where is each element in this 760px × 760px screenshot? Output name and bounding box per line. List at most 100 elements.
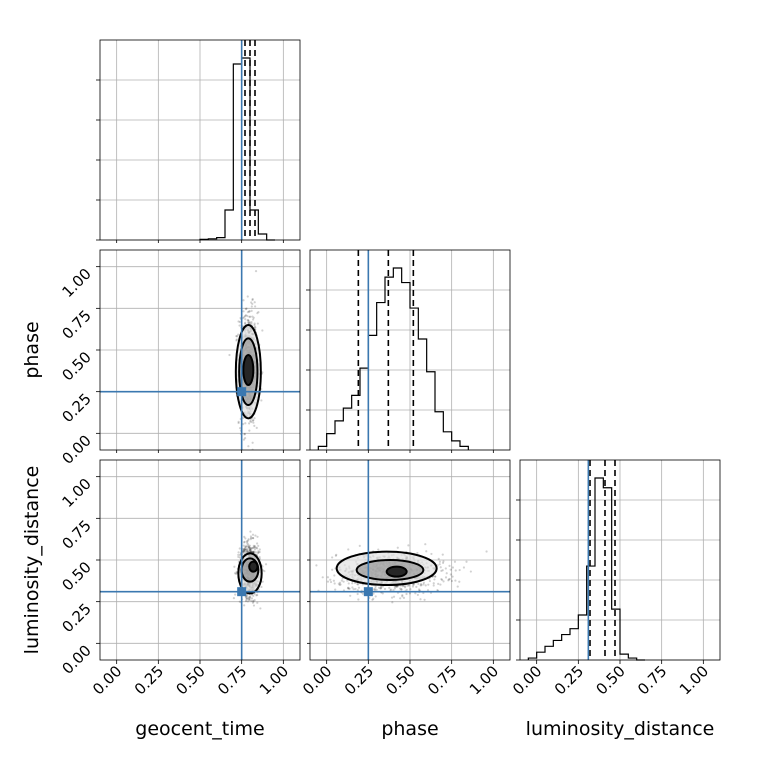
joint-geocent_time-vs-luminosity_distance-sample-point <box>249 546 252 550</box>
joint-geocent_time-vs-luminosity_distance-sample-point <box>247 543 250 546</box>
joint-phase-vs-luminosity_distance-sample-point <box>438 560 441 563</box>
joint-phase-vs-luminosity_distance-sample-point <box>381 592 384 595</box>
joint-geocent_time-vs-phase-sample-point <box>253 424 256 427</box>
joint-geocent_time-vs-luminosity_distance-sample-point <box>247 539 250 542</box>
joint-phase-vs-luminosity_distance-sample-point <box>401 595 404 598</box>
joint-phase-vs-luminosity_distance-sample-point <box>442 580 445 583</box>
joint-geocent_time-vs-luminosity_distance-sample-point <box>247 597 251 600</box>
joint-geocent_time-vs-luminosity_distance-sample-point <box>232 597 236 600</box>
joint-geocent_time-vs-luminosity_distance-sample-point <box>245 541 249 544</box>
joint-geocent_time-vs-phase-contour-2 <box>234 324 262 420</box>
joint-geocent_time-vs-luminosity_distance-sample-point <box>244 537 247 540</box>
joint-geocent_time-vs-luminosity_distance-sample-point <box>245 598 248 601</box>
joint-phase-vs-luminosity_distance-sample-point <box>358 544 361 547</box>
joint-phase-vs-luminosity_distance-sample-point <box>456 585 459 588</box>
joint-geocent_time-vs-phase-sample-point <box>243 432 246 436</box>
joint-phase-vs-luminosity_distance-sample-point <box>441 569 444 572</box>
joint-geocent_time-vs-phase-sample-point <box>254 305 257 308</box>
joint-phase-vs-luminosity_distance-sample-point <box>340 579 343 582</box>
joint-geocent_time-vs-luminosity_distance-sample-point <box>253 546 256 549</box>
joint-geocent_time-vs-phase-sample-point <box>237 320 240 323</box>
joint-phase-vs-luminosity_distance-sample-point <box>371 598 374 601</box>
joint-phase-vs-luminosity_distance-sample-point <box>393 587 396 590</box>
joint-geocent_time-vs-luminosity_distance-sample-point <box>247 545 250 548</box>
joint-geocent_time-vs-luminosity_distance-sample-point <box>248 546 251 549</box>
joint-geocent_time-vs-phase-sample-point <box>246 311 250 314</box>
joint-geocent_time-vs-luminosity_distance-sample-point <box>243 540 246 543</box>
joint-phase-vs-luminosity_distance-sample-point <box>326 580 330 583</box>
joint-geocent_time-vs-luminosity_distance-sample-point <box>246 545 249 548</box>
ytick-label-phase-0: 0.00 <box>58 431 94 467</box>
joint-geocent_time-vs-phase-sample-point <box>254 452 256 454</box>
joint-geocent_time-vs-luminosity_distance-sample-point <box>235 572 238 576</box>
joint-geocent_time-vs-phase-sample-point <box>237 420 240 423</box>
joint-geocent_time-vs-luminosity_distance-sample-point <box>256 535 259 538</box>
joint-phase-vs-luminosity_distance-sample-point <box>342 580 345 583</box>
joint-geocent_time-vs-luminosity_distance-sample-point <box>248 598 251 601</box>
joint-geocent_time-vs-luminosity_distance-sample-point <box>242 549 245 552</box>
joint-phase-vs-luminosity_distance-sample-point <box>447 579 450 582</box>
joint-phase-vs-luminosity_distance-sample-point <box>326 576 330 579</box>
joint-phase-vs-luminosity_distance-sample-point <box>433 578 436 581</box>
joint-phase-vs-luminosity_distance-sample-point <box>416 551 419 555</box>
joint-phase-vs-luminosity_distance-sample-point <box>426 589 430 592</box>
marginal-phase <box>306 249 511 451</box>
joint-geocent_time-vs-luminosity_distance-sample-point <box>256 593 259 597</box>
joint-phase-vs-luminosity_distance-sample-point <box>396 546 399 549</box>
joint-geocent_time-vs-luminosity_distance-sample-point <box>246 547 249 551</box>
joint-geocent_time-vs-luminosity_distance-sample-point <box>253 599 256 602</box>
joint-geocent_time-vs-phase-sample-point <box>246 319 249 322</box>
joint-geocent_time-vs-luminosity_distance-sample-point <box>255 546 258 549</box>
joint-geocent_time-vs-phase-sample-point <box>253 324 256 327</box>
joint-phase-vs-luminosity_distance-sample-point <box>348 587 351 590</box>
joint-phase-vs-luminosity_distance-sample-point <box>347 587 350 590</box>
joint-geocent_time-vs-phase-sample-point <box>248 429 251 432</box>
joint-geocent_time-vs-luminosity_distance-sample-point <box>238 556 242 559</box>
xtick-label-phase-2: 0.50 <box>382 662 418 698</box>
joint-geocent_time-vs-phase-sample-point <box>235 338 238 341</box>
joint-phase-vs-luminosity_distance-sample-point <box>374 587 377 590</box>
joint-geocent_time-vs-luminosity_distance-sample-point <box>242 547 245 550</box>
joint-geocent_time-vs-luminosity_distance-plot-area <box>100 460 300 660</box>
joint-phase-vs-luminosity_distance-sample-point <box>403 586 407 589</box>
joint-geocent_time-vs-luminosity_distance-sample-point <box>237 555 240 559</box>
joint-geocent_time-vs-luminosity_distance-sample-point <box>245 544 248 547</box>
joint-geocent_time-vs-luminosity_distance-sample-point <box>243 604 246 607</box>
xtick-label-geocent_time-2: 0.50 <box>172 662 208 698</box>
joint-phase-vs-luminosity_distance-sample-point <box>454 579 457 582</box>
joint-geocent_time-vs-phase-sample-point <box>250 321 253 324</box>
joint-geocent_time-vs-luminosity_distance-sample-point <box>247 538 250 541</box>
joint-geocent_time-vs-luminosity_distance-sample-point <box>242 549 245 553</box>
joint-geocent_time-vs-phase-sample-point <box>244 437 247 440</box>
joint-geocent_time-vs-luminosity_distance-sample-point <box>258 555 261 559</box>
joint-geocent_time-vs-phase-sample-point <box>242 310 245 313</box>
joint-phase-vs-luminosity_distance-sample-point <box>458 568 461 572</box>
joint-phase-vs-luminosity_distance-sample-point <box>439 583 442 586</box>
joint-geocent_time-vs-luminosity_distance-sample-point <box>263 570 266 573</box>
joint-phase-vs-luminosity_distance-sample-point <box>408 592 412 595</box>
joint-phase-vs-luminosity_distance-sample-point <box>389 589 392 592</box>
joint-geocent_time-vs-phase-sample-point <box>242 299 245 302</box>
joint-geocent_time-vs-phase-sample-point <box>252 419 255 422</box>
joint-phase-vs-luminosity_distance-sample-point <box>392 595 396 598</box>
joint-geocent_time-vs-phase-sample-point <box>244 308 248 311</box>
joint-geocent_time-vs-luminosity_distance-sample-point <box>245 539 249 543</box>
joint-phase-vs-luminosity_distance-sample-point <box>374 585 377 588</box>
joint-phase-vs-luminosity_distance-sample-point <box>333 574 336 577</box>
joint-geocent_time-vs-luminosity_distance-sample-point <box>258 548 261 551</box>
joint-phase-vs-luminosity_distance-truth-marker <box>363 587 373 597</box>
joint-geocent_time-vs-luminosity_distance-sample-point <box>242 550 245 553</box>
joint-phase-vs-luminosity_distance-sample-point <box>414 592 417 595</box>
joint-phase-vs-luminosity_distance-sample-point <box>356 592 359 596</box>
joint-phase-vs-luminosity_distance-sample-point <box>444 576 448 579</box>
joint-phase-vs-luminosity_distance-sample-point <box>409 588 412 591</box>
joint-geocent_time-vs-phase-sample-point <box>244 314 248 317</box>
joint-geocent_time-vs-luminosity_distance-contour-2 <box>237 552 263 595</box>
joint-phase-vs-luminosity_distance-sample-point <box>321 576 324 579</box>
joint-phase-vs-luminosity_distance-sample-point <box>441 553 444 556</box>
joint-phase-vs-luminosity_distance-sample-point <box>453 560 457 563</box>
joint-geocent_time-vs-phase-sample-point <box>251 298 254 302</box>
joint-geocent_time-vs-phase-sample-point <box>247 321 250 325</box>
joint-phase-vs-luminosity_distance-sample-point <box>449 568 452 571</box>
